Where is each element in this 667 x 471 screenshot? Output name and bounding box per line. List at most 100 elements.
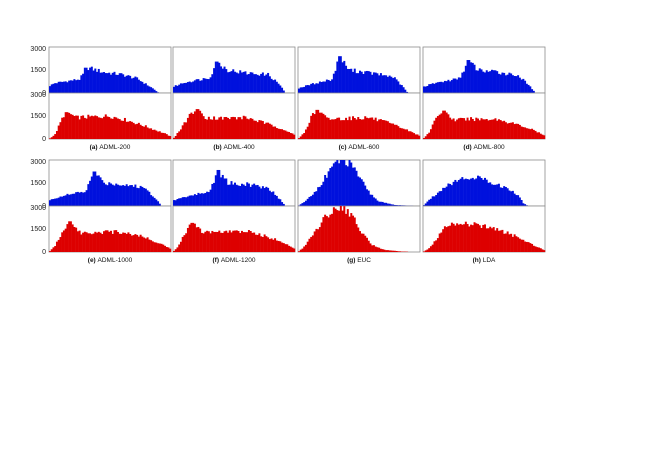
- histogram-bar: [392, 204, 395, 206]
- histogram-bar: [520, 79, 523, 93]
- histogram-bar: [301, 203, 304, 206]
- histogram-bar: [155, 199, 158, 206]
- histogram-bar: [49, 251, 51, 252]
- histogram-bar: [395, 250, 398, 252]
- histogram-bar: [213, 231, 216, 252]
- histogram-bar: [445, 81, 448, 93]
- histogram-bar: [457, 180, 460, 206]
- histogram-bar: [318, 81, 321, 93]
- histogram-bar: [89, 180, 92, 206]
- histogram-bar: [239, 233, 242, 252]
- histogram-bar: [282, 203, 285, 206]
- histogram-bar: [338, 210, 341, 252]
- bottom-histogram-panel: [172, 205, 296, 253]
- histogram-bar: [536, 132, 539, 139]
- histogram-bar: [499, 230, 502, 252]
- histogram-bar: [57, 197, 60, 206]
- histogram-bar: [263, 75, 266, 93]
- histogram-bar: [104, 230, 107, 252]
- histogram-bar: [265, 236, 268, 252]
- histogram-bar: [260, 73, 263, 93]
- histogram-bar: [80, 191, 83, 206]
- y-tick-label: 1500: [30, 226, 46, 233]
- histogram-bar: [141, 126, 144, 139]
- histogram-bar: [143, 237, 146, 252]
- chart-caption: (a) ADML-200: [90, 144, 131, 151]
- histogram-bar: [199, 193, 202, 206]
- bottom-histogram-panel: 3000 1500 0: [30, 92, 172, 143]
- histogram-bar: [66, 224, 69, 252]
- histogram-bar: [209, 77, 212, 93]
- histogram-bar: [445, 186, 448, 206]
- y-tick-label: 0: [42, 90, 46, 97]
- histogram-bar: [304, 200, 307, 206]
- histogram-bar: [388, 75, 391, 93]
- histogram-bar: [504, 122, 507, 139]
- caption-text: EUC: [357, 257, 371, 264]
- histogram-bar: [132, 186, 135, 206]
- histogram-bar: [520, 199, 523, 206]
- histogram-bar: [336, 210, 339, 252]
- histogram-bar: [445, 112, 448, 139]
- histogram-bar: [188, 81, 191, 93]
- histogram-bar: [169, 136, 172, 139]
- histogram-bar: [144, 125, 147, 139]
- histogram-bar: [355, 170, 358, 206]
- histogram-bar: [471, 118, 474, 139]
- histogram-bar: [372, 197, 375, 206]
- histogram-bar: [332, 119, 335, 139]
- histogram-bar: [438, 191, 441, 206]
- histogram-bar: [277, 128, 280, 139]
- histogram-bar: [247, 183, 250, 206]
- histogram-bar: [518, 124, 521, 139]
- histogram-bar: [385, 75, 388, 93]
- histogram-bar: [256, 234, 259, 252]
- histogram-bar: [49, 86, 51, 93]
- histogram-bar: [464, 221, 467, 252]
- chart-caption: (f) ADML-1200: [213, 257, 256, 264]
- histogram-bar: [200, 232, 203, 252]
- histogram-bar: [286, 244, 289, 252]
- histogram-bar: [68, 194, 71, 206]
- histogram-bar: [360, 119, 363, 139]
- histogram-bar: [338, 163, 341, 206]
- histogram-bar: [357, 227, 360, 252]
- histogram-bar: [497, 183, 500, 206]
- histogram-bar: [308, 122, 311, 139]
- histogram-bar: [365, 237, 368, 252]
- histogram-bar: [115, 117, 118, 139]
- histogram-bar: [318, 186, 321, 206]
- histogram-bar: [240, 119, 243, 139]
- histogram-bar: [281, 242, 284, 252]
- histogram-bar: [62, 230, 65, 252]
- histogram-bar: [367, 118, 370, 139]
- histogram-bar: [447, 183, 450, 206]
- histogram-bar: [279, 241, 282, 252]
- histogram-bar: [110, 118, 112, 139]
- y-tick-label: 0: [42, 136, 46, 143]
- histogram-bar: [348, 69, 351, 93]
- histogram-bar: [527, 128, 530, 139]
- histogram-bar: [473, 121, 476, 139]
- caption-text: LDA: [483, 257, 496, 264]
- histogram-bar: [83, 231, 86, 252]
- histogram-bar: [96, 71, 99, 93]
- histogram-bar: [216, 169, 219, 206]
- histogram-bar: [148, 239, 151, 252]
- histogram-bar: [99, 177, 102, 206]
- histogram-bar: [118, 185, 121, 206]
- histogram-bar: [66, 112, 69, 139]
- histogram-bar: [268, 123, 271, 139]
- histogram-bar: [221, 68, 224, 93]
- chart-caption: (g) EUC: [347, 257, 371, 264]
- histogram-bar: [471, 225, 474, 252]
- histogram-bar: [492, 119, 495, 139]
- histogram-bar: [108, 72, 111, 93]
- histogram-bar: [99, 72, 102, 93]
- histogram-bar: [110, 183, 112, 206]
- histogram-bar: [225, 178, 228, 206]
- histogram-bar: [468, 120, 471, 139]
- histogram-bar: [477, 70, 480, 93]
- histogram-bar: [371, 194, 374, 206]
- histogram-bar: [237, 231, 240, 252]
